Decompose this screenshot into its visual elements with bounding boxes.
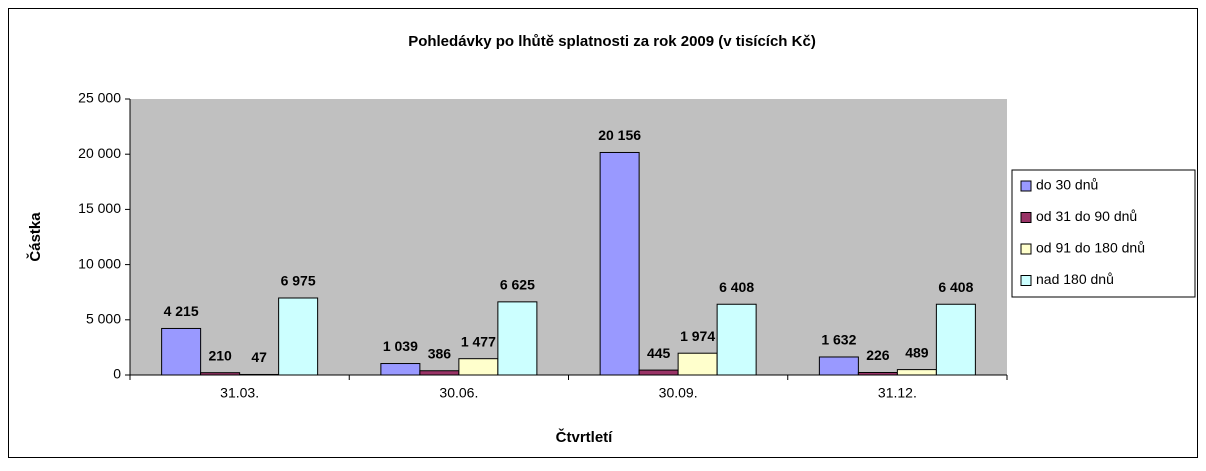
x-tick-label: 30.06. <box>439 385 478 401</box>
legend-swatch <box>1020 243 1032 255</box>
data-label: 210 <box>208 347 232 363</box>
legend-label: od 91 do 180 dnů <box>1036 240 1145 256</box>
data-label: 489 <box>905 344 929 360</box>
y-tick-label: 15 000 <box>78 200 121 216</box>
bar <box>638 369 679 376</box>
bar <box>419 370 460 376</box>
bar <box>161 327 202 376</box>
bar <box>278 297 319 376</box>
plot-area <box>130 99 1007 375</box>
bar <box>599 151 640 376</box>
bar <box>677 352 718 376</box>
x-axis-label: Čtvrtletí <box>556 428 614 446</box>
legend-box <box>1011 169 1196 298</box>
data-label: 4 215 <box>164 303 199 319</box>
data-label: 1 974 <box>680 328 715 344</box>
bar <box>857 372 898 376</box>
bar <box>458 358 499 376</box>
y-tick-label: 20 000 <box>78 145 121 161</box>
data-label: 1 477 <box>461 333 496 349</box>
legend-label: od 31 do 90 dnů <box>1036 208 1137 224</box>
y-tick-label: 10 000 <box>78 255 121 271</box>
data-label: 20 156 <box>598 127 641 143</box>
bar <box>239 373 280 376</box>
bar <box>200 372 241 376</box>
bar <box>497 301 538 376</box>
x-tick-label: 31.03. <box>220 385 259 401</box>
bar <box>935 303 976 376</box>
data-label: 6 625 <box>500 277 535 293</box>
legend-label: nad 180 dnů <box>1036 271 1114 287</box>
data-label: 6 408 <box>938 279 973 295</box>
y-axis-label: Částka <box>26 212 44 262</box>
x-tick-label: 31.12. <box>878 385 917 401</box>
data-label: 6 408 <box>719 279 754 295</box>
data-label: 386 <box>428 345 452 361</box>
legend-label: do 30 dnů <box>1036 177 1098 193</box>
data-label: 226 <box>866 347 890 363</box>
data-label: 47 <box>251 349 267 365</box>
bar <box>818 356 859 376</box>
bar <box>716 303 757 376</box>
y-tick-label: 5 000 <box>86 311 121 327</box>
legend-swatch <box>1020 180 1032 192</box>
legend-swatch <box>1020 275 1032 286</box>
data-label: 1 632 <box>821 332 856 348</box>
bar <box>380 363 421 376</box>
y-tick-label: 25 000 <box>78 90 121 106</box>
chart-title: Pohledávky po lhůtě splatnosti za rok 20… <box>408 33 816 50</box>
bar <box>896 369 937 376</box>
legend-swatch <box>1020 212 1032 223</box>
x-tick-label: 30.09. <box>659 385 698 401</box>
data-label: 445 <box>647 345 671 361</box>
data-label: 1 039 <box>383 338 418 354</box>
data-label: 6 975 <box>281 273 316 289</box>
y-tick-label: 0 <box>113 366 121 382</box>
